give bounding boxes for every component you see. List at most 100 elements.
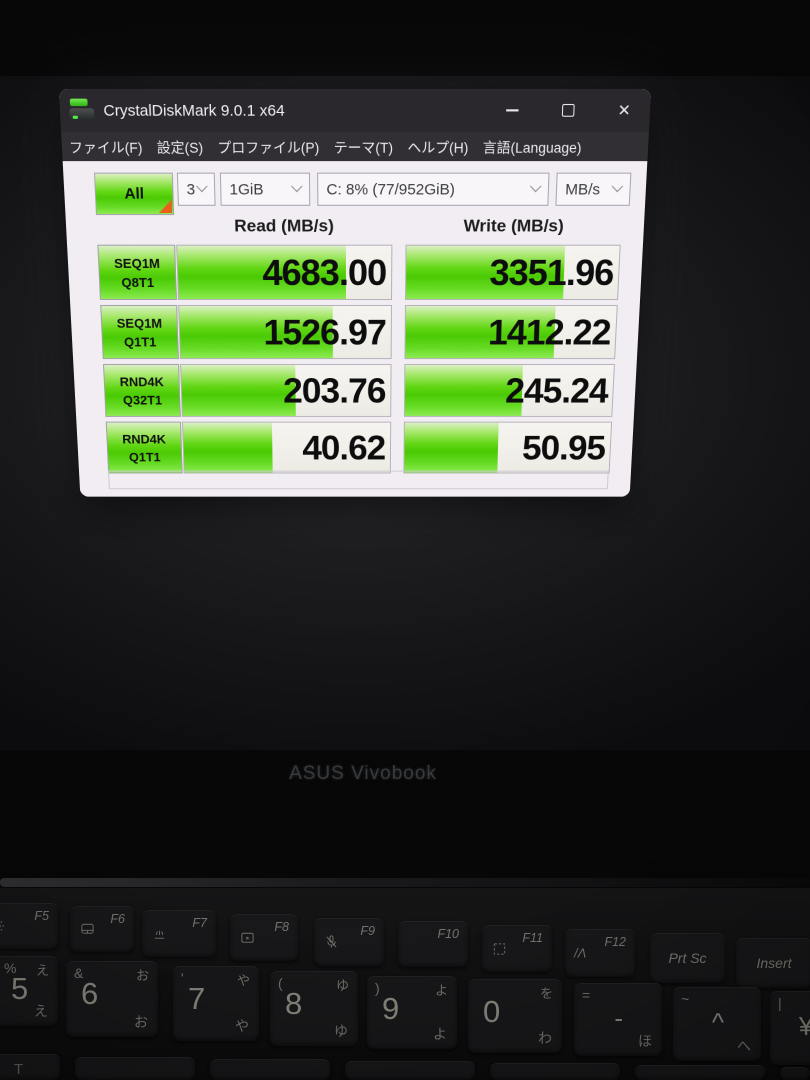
close-button[interactable]: ✕ <box>606 95 643 125</box>
write-result-bar[interactable]: 1412.22 <box>404 304 618 360</box>
key-label: F11 <box>522 931 543 945</box>
menu-item[interactable]: テーマ(T) <box>333 140 394 156</box>
target-drive-select[interactable]: C: 8% (77/952GiB) <box>317 172 550 206</box>
chevron-down-icon <box>611 180 624 193</box>
key-kana-bottom: え <box>34 1003 48 1019</box>
menu-bar: ファイル(F) 設定(S) プロファイル(P) テーマ(T) ヘルプ(H) 言語(Lang… <box>61 131 649 162</box>
test-count-value: 3 <box>186 180 196 199</box>
minus-icon <box>506 109 519 112</box>
key-9: ) よ 9 よ <box>367 976 457 1049</box>
write-result-bar[interactable]: 245.24 <box>403 363 615 417</box>
key-kana-bottom: ほ <box>638 1033 652 1049</box>
key-f10: F10 <box>398 921 468 967</box>
read-value: 40.62 <box>302 427 386 467</box>
key-shift-glyph: ' <box>181 970 184 986</box>
key-kana-bottom: お <box>134 1014 148 1030</box>
keyboard-light-icon <box>151 926 168 941</box>
key-main-glyph: 7 <box>188 981 206 1016</box>
mic-mute-icon <box>323 935 340 950</box>
client-area: All 3 1GiB C: 8% (77/952GiB) MB/s Read (… <box>62 161 648 497</box>
key-kana-bottom: わ <box>538 1030 552 1046</box>
key-shift-glyph: ~ <box>681 991 690 1007</box>
key-partial <box>635 1065 765 1080</box>
key-partial <box>490 1063 620 1080</box>
status-strip <box>108 470 609 490</box>
key-^: ~ ^ へ <box>673 987 761 1061</box>
menu-item[interactable]: ファイル(F) <box>68 140 143 156</box>
snip-icon <box>491 941 508 956</box>
crystaldiskmark-window: CrystalDiskMark 9.0.1 x64 ✕ ファイル(F) 設定(S)… <box>58 88 652 497</box>
window-controls: ✕ <box>494 89 643 132</box>
key-main-glyph: T <box>14 1061 24 1078</box>
chevron-down-icon <box>196 180 208 193</box>
key-f7: F7 <box>142 910 216 957</box>
test-size-select[interactable]: 1GiB <box>219 172 311 206</box>
key-label: F6 <box>110 912 125 926</box>
key-main-glyph: 6 <box>81 976 99 1011</box>
test-label-line2: Q8T1 <box>121 274 155 290</box>
window-title: CrystalDiskMark 9.0.1 x64 <box>103 101 285 120</box>
key-insert: Insert <box>736 938 810 988</box>
unit-select[interactable]: MB/s <box>555 172 632 206</box>
minimize-button[interactable] <box>494 95 530 125</box>
key-f8: F8 <box>230 914 298 961</box>
key-shift-glyph: | <box>778 995 782 1011</box>
key-label: F10 <box>437 927 459 941</box>
key-kana-top: や <box>236 973 250 988</box>
key-partial <box>345 1061 475 1080</box>
test-label-button[interactable]: RND4K Q32T1 <box>102 363 181 417</box>
menu-item[interactable]: プロファイル(P) <box>217 140 320 156</box>
maximize-button[interactable] <box>550 95 586 125</box>
all-button[interactable]: All <box>93 172 175 216</box>
brightness-icon <box>0 919 6 934</box>
key-kana-top: え <box>35 963 49 978</box>
test-count-select[interactable]: 3 <box>176 172 216 206</box>
write-result-bar[interactable]: 3351.96 <box>405 244 621 301</box>
key-kana-bottom: ゆ <box>334 1023 348 1039</box>
key-main-glyph: 5 <box>11 971 29 1006</box>
menu-item[interactable]: 設定(S) <box>156 140 204 156</box>
write-value: 1412.22 <box>487 311 612 352</box>
test-label-button[interactable]: RND4K Q1T1 <box>105 421 183 474</box>
key-f6: F6 <box>70 906 134 952</box>
key-f5: F5 <box>0 903 58 949</box>
touchpad-icon <box>79 922 96 937</box>
read-result-bar[interactable]: 1526.97 <box>178 304 392 360</box>
read-value: 4683.00 <box>262 251 387 293</box>
write-result-bar[interactable]: 50.95 <box>403 421 613 474</box>
menu-item[interactable]: ヘルプ(H) <box>407 140 469 156</box>
key-label: Insert <box>756 955 792 971</box>
read-result-bar[interactable]: 4683.00 <box>176 244 393 301</box>
write-value: 50.95 <box>521 427 606 467</box>
result-row: SEQ1M Q1T1 1526.97 1412.22 <box>70 304 640 360</box>
key-shift-glyph: ) <box>375 980 380 996</box>
key-main-glyph: 8 <box>285 986 303 1021</box>
key-main-glyph: - <box>614 1003 624 1033</box>
test-label-button[interactable]: SEQ1M Q8T1 <box>97 244 177 301</box>
key-label: F5 <box>34 909 49 923</box>
hinge-highlight <box>0 878 810 887</box>
x-icon: ✕ <box>617 101 632 120</box>
key-kana-top: を <box>539 986 553 1001</box>
key-main-glyph: 0 <box>483 994 501 1029</box>
test-label-line1: SEQ1M <box>116 315 163 331</box>
brand-label: ASUS Vivobook <box>289 763 437 784</box>
keyboard-deck: F5 F6 F7 F8 F9 F10 F11/Λ F12 Prt Sc Insert% え 5 え & お 6… <box>0 888 810 1080</box>
write-column-header: Write (MB/s) <box>463 216 565 236</box>
test-label-button[interactable]: SEQ1M Q1T1 <box>100 304 179 360</box>
read-result-bar[interactable]: 40.62 <box>181 421 392 474</box>
read-result-bar[interactable]: 203.76 <box>180 363 392 417</box>
key-kana-top: お <box>135 968 149 983</box>
write-value: 245.24 <box>504 370 609 410</box>
key-main-glyph: 9 <box>382 991 400 1026</box>
result-row: RND4K Q1T1 40.62 50.95 <box>76 421 633 474</box>
test-label-line1: RND4K <box>121 431 167 446</box>
display-mirror-icon <box>239 930 256 945</box>
menu-item[interactable]: 言語(Language) <box>482 140 582 156</box>
result-row: SEQ1M Q8T1 4683.00 3351.96 <box>67 244 643 301</box>
key-partial: T <box>0 1054 60 1080</box>
key-partial <box>210 1059 330 1080</box>
key-partial <box>75 1057 195 1080</box>
chevron-down-icon <box>529 180 542 193</box>
